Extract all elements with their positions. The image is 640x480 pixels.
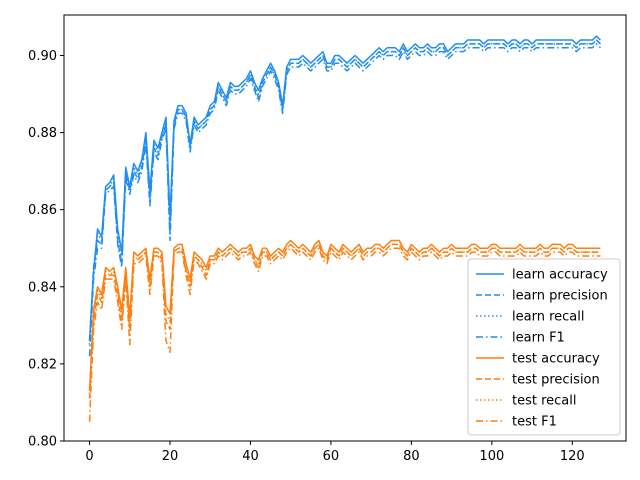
x-tick-label: 100	[479, 449, 504, 464]
x-tick-label: 120	[560, 449, 585, 464]
series-line-learn-accuracy	[88, 35, 601, 341]
y-tick-label: 0.90	[28, 49, 57, 64]
y-axis: 0.80 0.82 0.84 0.86 0.88 0.90	[28, 49, 64, 450]
series-line-learn-recall	[88, 39, 601, 345]
legend-label: learn F1	[512, 331, 565, 346]
y-tick-label: 0.82	[28, 357, 57, 372]
legend-label: test recall	[512, 394, 577, 409]
plot-frame	[63, 14, 627, 442]
y-tick-label: 0.80	[28, 435, 57, 450]
series-line-test-accuracy	[88, 239, 601, 391]
x-tick-label: 20	[162, 449, 179, 464]
x-axis: 0 20 40 60 80 100 120	[85, 441, 585, 464]
legend-label: learn precision	[512, 289, 608, 304]
x-tick-label: 0	[85, 449, 93, 464]
y-tick-label: 0.86	[28, 203, 57, 218]
series-line-test-precision	[88, 243, 601, 399]
legend-label: test accuracy	[512, 352, 600, 367]
x-tick-label: 80	[403, 449, 420, 464]
series-line-test-f1	[88, 247, 601, 422]
x-tick-label: 40	[242, 449, 259, 464]
series-line-learn-f1	[88, 43, 601, 357]
legend-label: test F1	[512, 415, 557, 430]
y-tick-label: 0.84	[28, 280, 57, 295]
legend-label: learn accuracy	[512, 268, 608, 283]
y-tick-label: 0.88	[28, 126, 57, 141]
x-tick-label: 60	[323, 449, 340, 464]
legend-label: test precision	[512, 373, 600, 388]
legend-label: learn recall	[512, 310, 584, 325]
series-layer	[88, 35, 601, 422]
legend: learn accuracy learn precision learn recal…	[467, 258, 621, 436]
legend-box	[467, 258, 621, 436]
